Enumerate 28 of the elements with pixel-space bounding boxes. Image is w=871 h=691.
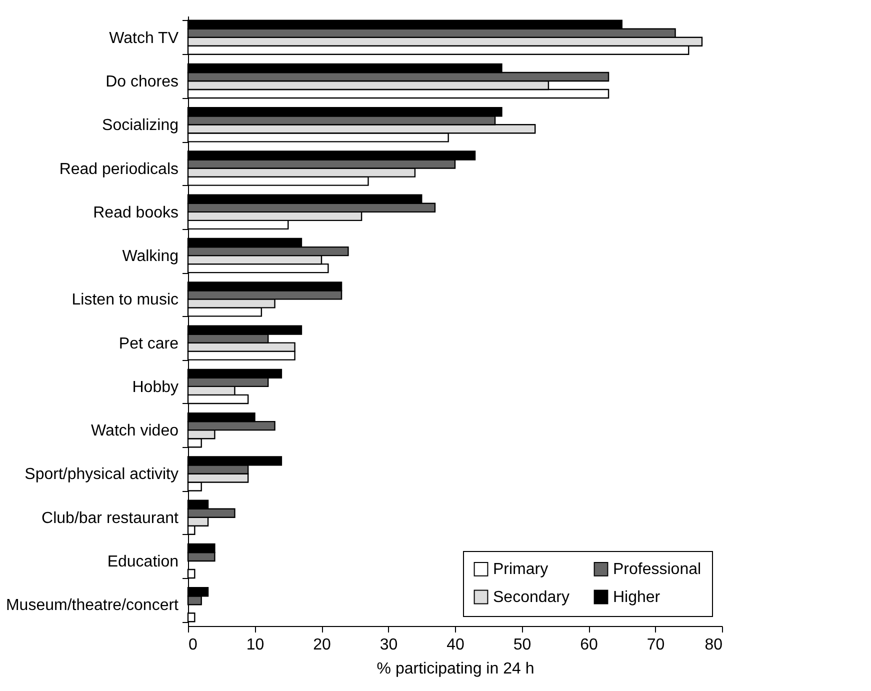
y-tick-label: Sport/physical activity [24,466,178,484]
x-axis-title: % participating in 24 h [376,660,534,678]
y-tick-label: Hobby [132,378,178,396]
x-tick-label: 50 [513,636,532,654]
x-tick-label: 0 [188,636,198,654]
y-tick-label: Watch TV [109,30,179,47]
y-tick-label: Museum/theatre/concert [6,597,180,614]
y-tick-label: Walking [122,248,178,266]
y-tick-label: Club/bar restaurant [42,510,180,527]
y-tick-label: Read periodicals [59,160,178,178]
x-tick-label: 30 [380,636,398,654]
y-tick-label: Watch video [91,422,179,440]
x-tick-label: 20 [313,636,331,654]
y-tick-label: Education [107,553,178,570]
y-tick-label: Pet care [118,335,179,352]
x-tick-label: 70 [646,636,665,654]
legend-label: Higher [613,589,661,606]
legend-label: Secondary [493,589,570,606]
y-tick-label: Read books [93,204,178,222]
y-tick-label: Socializing [102,117,178,134]
x-tick-label: 40 [446,636,464,654]
y-tick-label: Do chores [106,74,178,91]
legend-label: Professional [613,561,702,578]
legend-label: Primary [493,561,548,578]
x-tick-label: 10 [246,636,264,654]
x-tick-label: 80 [704,636,723,654]
y-tick-label: Listen to music [72,292,178,309]
x-tick-label: 60 [580,636,598,654]
